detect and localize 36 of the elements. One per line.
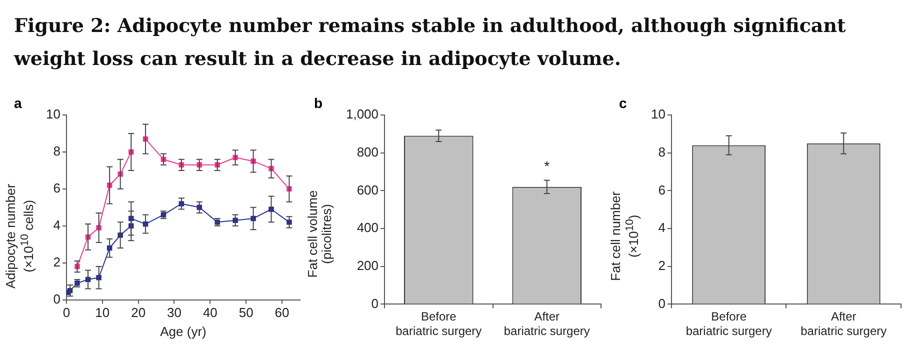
y-axis-title: Fat cell volume (picolitres) <box>305 189 334 280</box>
y-tick-label: 800 <box>356 144 379 160</box>
chart-subtitle: c <box>619 95 627 111</box>
x-tick-label: After bariatric surgery <box>800 310 887 338</box>
x-tick-label: Before bariatric surgery <box>396 310 482 338</box>
y-tick-label: 10 <box>650 106 666 122</box>
x-tick-label: After bariatric surgery <box>504 310 590 338</box>
x-tick-label: 50 <box>238 305 254 320</box>
y-tick-label: 4 <box>53 217 60 232</box>
x-tick-label: 20 <box>131 305 146 320</box>
x-tick-label: Before bariatric surgery <box>686 310 772 338</box>
y-tick-label: 6 <box>53 180 60 196</box>
x-axis-title: Age (yr) <box>160 324 206 339</box>
y-tick-label: 0 <box>371 296 379 311</box>
chart-subtitle: a <box>14 95 22 111</box>
y-tick-label: 6 <box>658 182 666 198</box>
x-tick-label: 40 <box>202 305 218 320</box>
annotation: * <box>544 158 550 174</box>
x-tick-label: 60 <box>274 305 290 320</box>
x-tick-label: 0 <box>62 305 70 320</box>
y-tick-label: 1,000 <box>346 106 379 122</box>
y-tick-label: 10 <box>46 106 60 122</box>
chart-subtitle: b <box>314 95 323 111</box>
y-tick-label: 0 <box>53 291 60 306</box>
text: Figure 2: Adipocyte number remains stable in adulthood, although significant weight loss can result in a decrease in adipocyte volume. <box>14 14 847 72</box>
y-tick-label: 0 <box>658 296 666 311</box>
y-tick-label: 8 <box>53 144 60 159</box>
y-tick-label: 600 <box>356 182 379 198</box>
x-tick-label: 10 <box>95 305 110 320</box>
y-tick-label: 400 <box>356 220 379 236</box>
y-tick-label: 200 <box>356 258 379 273</box>
x-tick-label: 30 <box>167 305 182 320</box>
y-tick-label: 8 <box>658 144 666 160</box>
y-tick-label: 2 <box>658 258 666 273</box>
y-tick-label: 4 <box>658 220 666 236</box>
y-tick-label: 2 <box>53 254 60 270</box>
